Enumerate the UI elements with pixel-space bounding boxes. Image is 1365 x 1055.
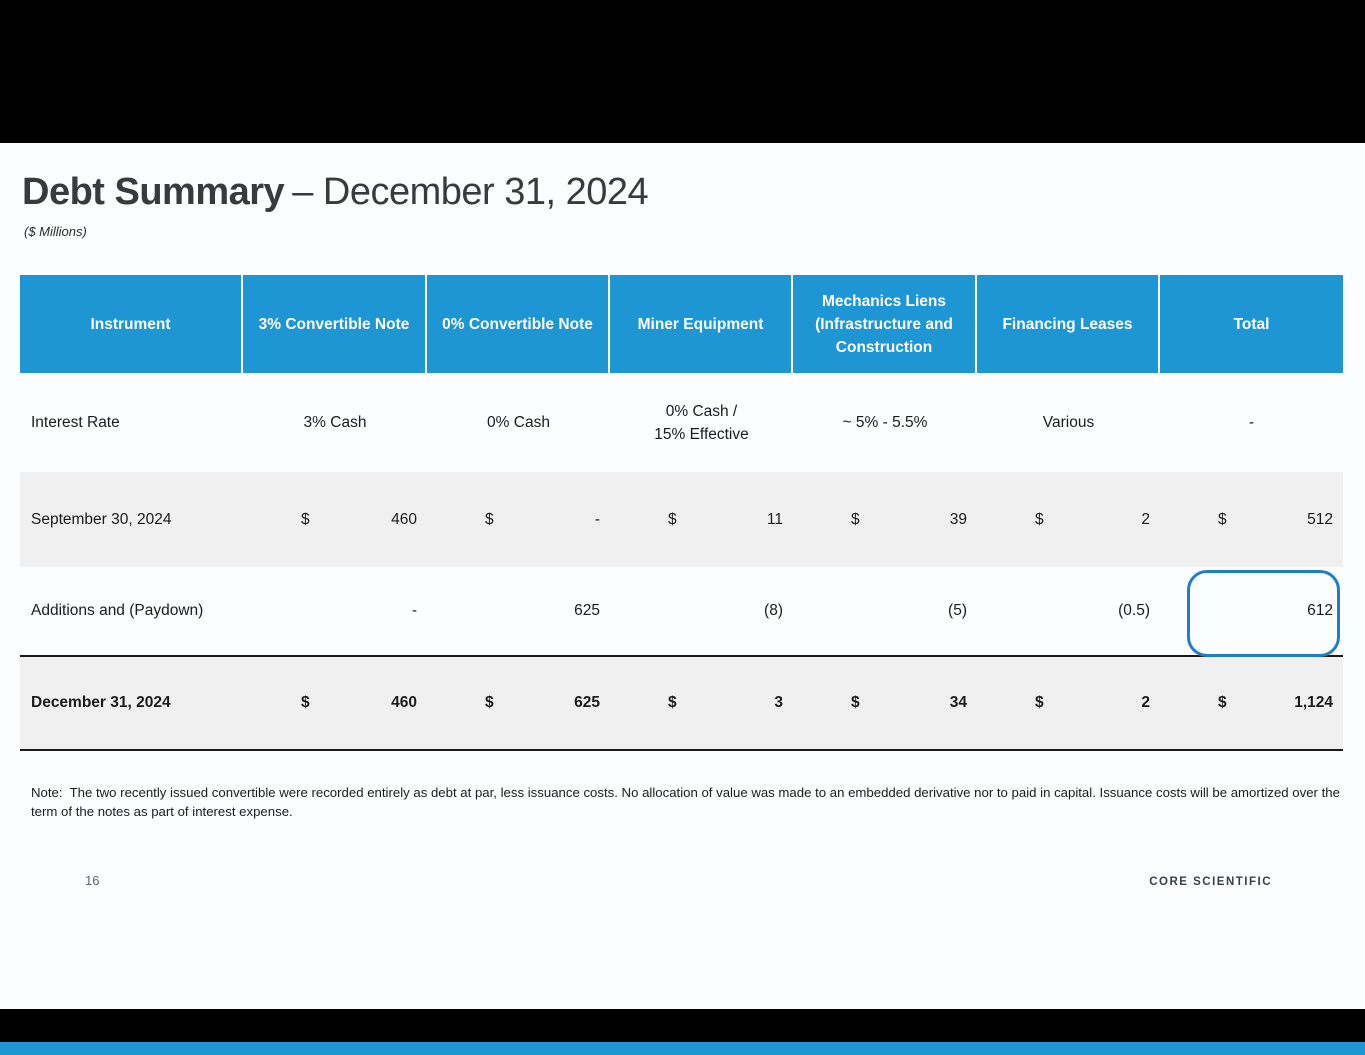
cell-value: - [411, 602, 417, 619]
cell-value: 11 [766, 510, 783, 528]
header-total: Total [1160, 275, 1343, 373]
dollar-sign: $ [301, 694, 310, 711]
table-row-interest-rate: Interest Rate 3% Cash 0% Cash 0% Cash / … [20, 373, 1343, 472]
cell-value: 460 [391, 694, 417, 711]
dec-cell-total: $1,124 [1160, 657, 1343, 749]
total-additions-highlight-outline [1187, 570, 1340, 657]
sept-cell-0pct-note: $ - [427, 472, 610, 567]
cell-value: 625 [574, 602, 600, 619]
debt-summary-table: Instrument 3% Convertible Note 0% Conver… [20, 275, 1343, 751]
sept-cell-miner: $11 [610, 472, 793, 567]
dollar-sign: $ [851, 510, 860, 528]
header-0pct-convertible-note: 0% Convertible Note [427, 275, 610, 373]
dec-cell-financing: $2 [977, 657, 1160, 749]
dollar-sign: $ [485, 694, 494, 711]
row-label: December 31, 2024 [31, 694, 171, 711]
dec-cell-3pct-note: $460 [243, 657, 427, 749]
add-cell-0pct-note: 625 [427, 567, 610, 655]
sept-cell-financing: $2 [977, 472, 1160, 567]
add-cell-mechanics: (5) [793, 567, 977, 655]
interest-cell-miner: 0% Cash / 15% Effective [654, 402, 749, 443]
sept-cell-mechanics: $39 [793, 472, 977, 567]
dec-cell-miner: $3 [610, 657, 793, 749]
cell-value: 2 [1141, 694, 1150, 711]
cell-value: 625 [574, 694, 600, 711]
interest-cell-total: - [1248, 414, 1255, 431]
dollar-sign: $ [1218, 694, 1227, 711]
header-mechanics-liens: Mechanics Liens (Infrastructure and Cons… [793, 275, 977, 373]
cell-value: (8) [764, 602, 783, 619]
interest-cell-0pct-note: 0% Cash [487, 414, 550, 431]
interest-cell-mechanics: ~ 5% - 5.5% [842, 414, 928, 431]
cell-value: (5) [948, 602, 967, 619]
dollar-sign: $ [1218, 510, 1227, 528]
dollar-sign: $ [301, 510, 310, 528]
dec-cell-0pct-note: $625 [427, 657, 610, 749]
page-title-main: Debt Summary [22, 171, 285, 213]
dec-cell-mechanics: $34 [793, 657, 977, 749]
header-financing-leases: Financing Leases [977, 275, 1160, 373]
header-3pct-convertible-note: 3% Convertible Note [243, 275, 427, 373]
interest-cell-financing: Various [1042, 414, 1095, 431]
table-row-december-31-2024: December 31, 2024 $460 $625 $3 $34 $2 $1… [20, 657, 1343, 751]
add-cell-financing: (0.5) [977, 567, 1160, 655]
footnote-text: Note: The two recently issued convertibl… [31, 785, 1344, 819]
add-cell-total: 612 [1160, 567, 1343, 655]
sept-cell-3pct-note: $460 [243, 472, 427, 567]
add-cell-3pct-note: - [243, 567, 427, 655]
dollar-sign: $ [1035, 510, 1044, 528]
cell-value: (0.5) [1118, 602, 1150, 619]
cell-value: 1,124 [1294, 694, 1333, 711]
dollar-sign: $ [668, 694, 677, 711]
header-instrument: Instrument [20, 275, 243, 373]
cell-value: 512 [1307, 510, 1333, 528]
bottom-blue-strip [0, 1042, 1365, 1055]
table-row-additions-paydown: Additions and (Paydown) - 625 (8) (5) (0… [20, 567, 1343, 657]
sept-cell-total: $512 [1160, 472, 1343, 567]
dollar-sign: $ [485, 510, 494, 528]
interest-cell-3pct-note: 3% Cash [303, 414, 367, 431]
page-title: Debt Summary – December 31, 2024 [22, 170, 649, 214]
dollar-sign: $ [668, 510, 677, 528]
row-label: September 30, 2024 [31, 510, 172, 528]
page-title-date: – December 31, 2024 [292, 171, 649, 213]
row-label: Additions and (Paydown) [31, 602, 204, 619]
cell-value: 3 [774, 694, 783, 711]
cell-value: 612 [1307, 602, 1333, 619]
page-number: 16 [85, 873, 100, 888]
add-cell-miner: (8) [610, 567, 793, 655]
header-miner-equipment: Miner Equipment [610, 275, 793, 373]
cell-value: 39 [949, 510, 967, 528]
row-label: Interest Rate [31, 413, 120, 431]
dollar-sign: $ [1035, 694, 1044, 711]
cell-value: 2 [1141, 510, 1150, 528]
bottom-black-bar [0, 1009, 1365, 1042]
cell-value: 460 [391, 510, 417, 528]
table-header-row: Instrument 3% Convertible Note 0% Conver… [20, 275, 1343, 373]
table-row-september-30-2024: September 30, 2024 $460 $ - $11 $39 $2 $5… [20, 472, 1343, 567]
dollar-sign: $ [851, 694, 860, 711]
cell-value: - [594, 510, 600, 528]
cell-value: 34 [949, 694, 967, 711]
top-black-bar [0, 0, 1365, 143]
units-subtitle: ($ Millions) [24, 224, 87, 239]
core-scientific-logo: CORE SCIENTIFIC [1149, 876, 1272, 888]
